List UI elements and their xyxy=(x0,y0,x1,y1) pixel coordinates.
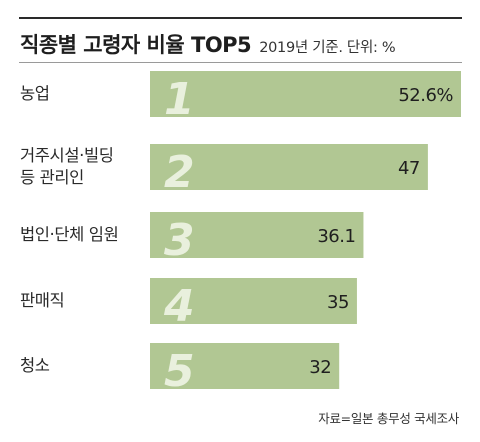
value-label-2: 47 xyxy=(398,158,420,179)
chart-subtitle: 2019년 기준. 단위: % xyxy=(259,40,396,56)
value-label-4: 35 xyxy=(327,292,349,313)
bar-group-5: 5 32 xyxy=(150,343,340,397)
bar-group-2: 2 47 xyxy=(150,144,428,198)
category-label-4: 판매직 xyxy=(20,291,65,310)
category-label-3: 법인·단체 임원 xyxy=(20,225,119,244)
bar-5 xyxy=(150,343,340,389)
bar-3 xyxy=(150,212,364,258)
value-label-1: 52.6% xyxy=(398,85,453,106)
value-label-3: 36.1 xyxy=(317,226,355,247)
rank-number-4: 4 xyxy=(163,281,195,332)
chart-header: 직종별 고령자 비율 TOP5 2019년 기준. 단위: % xyxy=(20,29,396,59)
chart-title: 직종별 고령자 비율 TOP5 xyxy=(20,33,252,57)
header-rule xyxy=(19,62,462,63)
category-label-1: 농업 xyxy=(20,84,50,103)
rank-number-1: 1 xyxy=(164,74,195,125)
bar-4 xyxy=(150,278,357,324)
source-note: 자료=일본 총무성 국세조사 xyxy=(318,411,459,426)
bar-2 xyxy=(150,144,428,190)
value-label-5: 32 xyxy=(309,357,331,378)
rank-number-5: 5 xyxy=(164,346,195,397)
rank-number-3: 3 xyxy=(164,215,195,266)
rank-number-2: 2 xyxy=(164,147,195,198)
category-label-2: 거주시설·빌딩 등 관리인 xyxy=(20,146,114,187)
bar-group-1: 1 52.6% xyxy=(150,71,461,125)
bar-group-4: 4 35 xyxy=(150,278,357,332)
category-label-5: 청소 xyxy=(20,356,50,375)
bar-1 xyxy=(150,71,461,117)
top-rule xyxy=(19,17,462,19)
bar-group-3: 3 36.1 xyxy=(150,212,364,266)
